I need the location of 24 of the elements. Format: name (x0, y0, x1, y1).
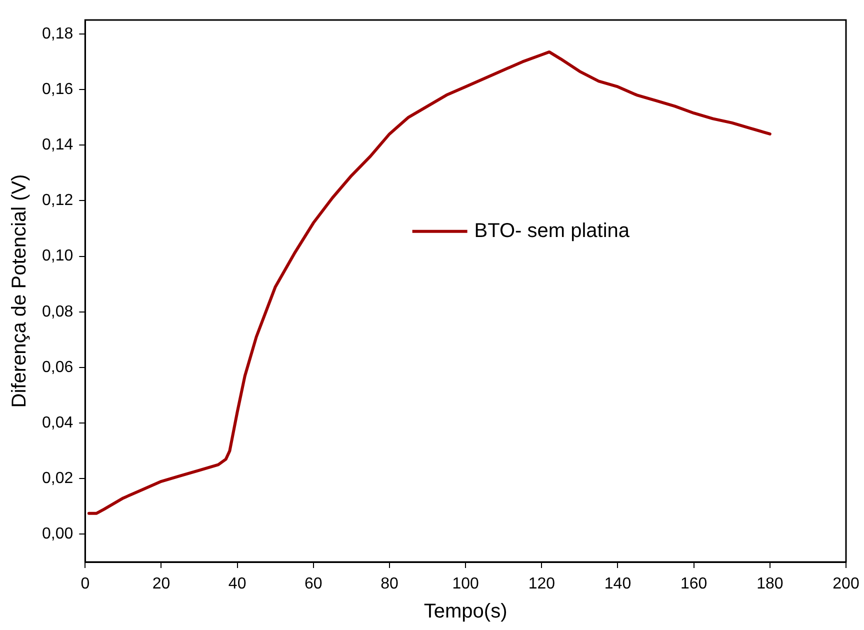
x-tick-label: 200 (832, 575, 860, 592)
x-tick-label: 180 (756, 575, 784, 592)
y-tick-label: 0,10 (42, 248, 74, 265)
y-tick-label: 0,04 (42, 414, 74, 432)
y-tick-label: 0,06 (42, 358, 74, 376)
x-tick-label: 140 (604, 575, 632, 592)
y-tick-label: 0,00 (42, 526, 74, 543)
x-tick-label: 60 (304, 575, 322, 592)
y-tick-label: 0,16 (42, 80, 74, 98)
x-tick-label: 0 (80, 575, 90, 592)
x-tick-label: 80 (380, 575, 398, 592)
x-axis-title: Tempo(s) (424, 600, 508, 623)
y-tick-label: 0,14 (42, 136, 74, 154)
y-tick-label: 0,12 (42, 192, 74, 210)
x-tick-label: 100 (452, 575, 480, 592)
x-tick-label: 40 (228, 575, 246, 592)
legend-label: BTO- sem platina (474, 220, 630, 242)
x-tick-label: 120 (528, 575, 556, 592)
y-tick-label: 0,18 (42, 25, 74, 42)
x-tick-label: 160 (680, 575, 708, 592)
y-axis-title: Diferença de Potencial (V) (8, 174, 31, 408)
y-tick-label: 0,08 (42, 303, 74, 320)
y-tick-label: 0,02 (42, 470, 74, 488)
x-tick-label: 20 (152, 575, 170, 592)
